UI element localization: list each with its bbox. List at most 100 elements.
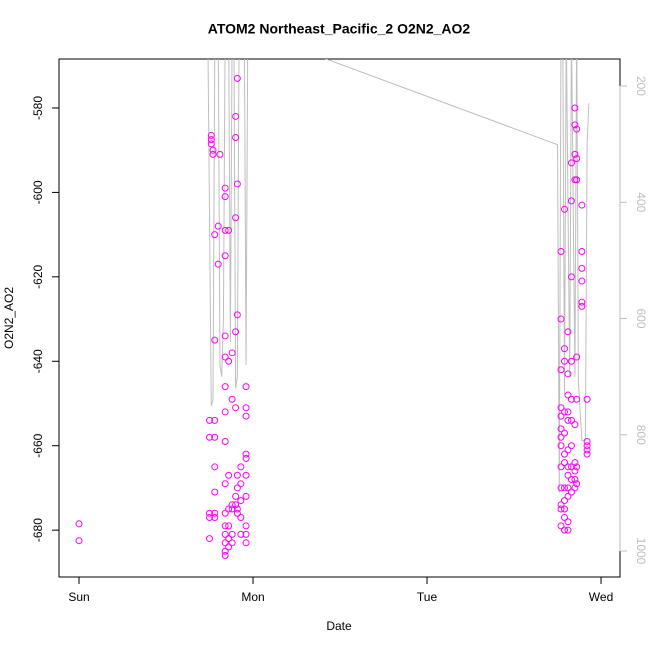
data-point — [221, 509, 229, 517]
data-point — [207, 136, 215, 144]
y-tick-label: -600 — [31, 180, 45, 204]
data-point — [564, 391, 572, 399]
y2-tick-label: 200 — [634, 76, 648, 96]
data-point — [211, 416, 219, 424]
data-point — [567, 273, 575, 281]
data-point — [567, 488, 575, 496]
y-tick-label: -680 — [31, 518, 45, 542]
data-point — [221, 353, 229, 361]
data-point — [211, 433, 219, 441]
data-point — [560, 497, 568, 505]
data-point — [228, 539, 236, 547]
data-point — [242, 471, 250, 479]
data-point — [75, 520, 83, 528]
data-point — [228, 530, 236, 538]
pressure-line — [207, 59, 590, 493]
data-point — [211, 463, 219, 471]
data-point — [567, 395, 575, 403]
data-point — [242, 404, 250, 412]
data-point — [573, 353, 581, 361]
data-point — [206, 416, 214, 424]
data-point — [571, 484, 579, 492]
data-point — [211, 488, 219, 496]
data-point — [564, 492, 572, 500]
data-point — [567, 442, 575, 450]
data-point — [206, 513, 214, 521]
y-axis-label: O2N2_AO2 — [2, 287, 16, 349]
data-point — [221, 332, 229, 340]
data-point — [567, 357, 575, 365]
data-point — [242, 530, 250, 538]
data-point — [564, 526, 572, 534]
data-point — [567, 463, 575, 471]
data-point — [228, 505, 236, 513]
data-point — [557, 522, 565, 530]
data-point — [583, 450, 591, 458]
data-point — [560, 429, 568, 437]
data-point — [233, 484, 241, 492]
chart-title: ATOM2 Northeast_Pacific_2 O2N2_AO2 — [208, 21, 471, 37]
data-point — [560, 459, 568, 467]
data-point — [578, 277, 586, 285]
data-point — [564, 463, 572, 471]
data-point — [583, 395, 591, 403]
data-point — [578, 201, 586, 209]
data-point — [564, 328, 572, 336]
data-point — [228, 501, 236, 509]
data-point — [233, 180, 241, 188]
data-point — [557, 484, 565, 492]
data-point — [221, 522, 229, 530]
x-axis-label: Date — [326, 619, 352, 633]
data-point — [75, 537, 83, 545]
data-point — [567, 475, 575, 483]
data-point — [207, 131, 215, 139]
data-point — [557, 425, 565, 433]
y-tick-label: -580 — [31, 96, 45, 120]
data-point — [209, 146, 217, 154]
y-tick-label: -620 — [31, 265, 45, 289]
data-point — [233, 509, 241, 517]
data-point — [206, 509, 214, 517]
data-point — [560, 345, 568, 353]
data-point — [221, 551, 229, 559]
data-point — [242, 454, 250, 462]
data-point — [567, 416, 575, 424]
data-point — [583, 437, 591, 445]
data-point — [221, 547, 229, 555]
data-point — [567, 159, 575, 167]
data-point — [221, 539, 229, 547]
data-point — [578, 302, 586, 310]
data-point — [237, 513, 245, 521]
data-point — [573, 176, 581, 184]
data-point — [567, 197, 575, 205]
data-point — [564, 484, 572, 492]
data-point — [560, 357, 568, 365]
y2-tick-label: 400 — [634, 192, 648, 212]
y2-tick-label: 600 — [634, 308, 648, 328]
data-point — [221, 252, 229, 260]
y-tick-label: -660 — [31, 433, 45, 457]
data-point — [233, 471, 241, 479]
data-point — [209, 150, 217, 158]
data-point — [557, 505, 565, 513]
data-point — [214, 222, 222, 230]
data-point — [221, 383, 229, 391]
data-point — [237, 497, 245, 505]
data-point — [557, 442, 565, 450]
data-point — [221, 437, 229, 445]
data-point — [583, 446, 591, 454]
data-point — [557, 248, 565, 256]
data-point — [557, 412, 565, 420]
y2-tick-label: 1000 — [634, 538, 648, 565]
data-point — [573, 125, 581, 133]
data-point — [225, 505, 233, 513]
x-tick-label: Mon — [241, 590, 264, 604]
data-point — [560, 205, 568, 213]
data-point — [237, 463, 245, 471]
data-point — [225, 226, 233, 234]
data-point — [573, 155, 581, 163]
data-point — [560, 505, 568, 513]
data-point — [557, 501, 565, 509]
data-point — [564, 408, 572, 416]
